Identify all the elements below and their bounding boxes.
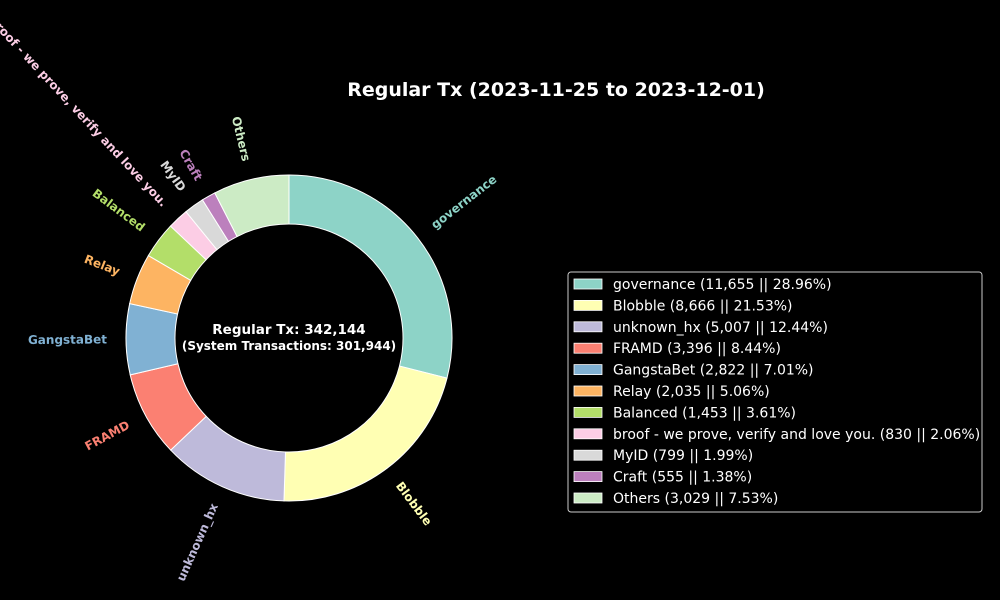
legend-label-myid: MyID (799 || 1.99%) bbox=[613, 448, 753, 464]
slice-blobble bbox=[283, 365, 448, 502]
legend-swatch-broof-we-prove-verify-and-love-you bbox=[573, 428, 603, 440]
legend-label-balanced: Balanced (1,453 || 3.61%) bbox=[613, 405, 796, 421]
slice-label-framd: FRAMD bbox=[83, 418, 132, 453]
legend-label-blobble: Blobble (8,666 || 21.53%) bbox=[613, 298, 793, 314]
legend-label-relay: Relay (2,035 || 5.06%) bbox=[613, 384, 770, 400]
legend-label-governance: governance (11,655 || 28.96%) bbox=[613, 277, 832, 293]
slice-label-balanced: Balanced bbox=[90, 186, 148, 234]
slice-label-unknown-hx: unknown_hx bbox=[174, 501, 222, 584]
legend-swatch-unknown-hx bbox=[573, 321, 603, 333]
slice-others bbox=[214, 174, 290, 238]
slice-gangstabet bbox=[125, 303, 179, 376]
legend-label-others: Others (3,029 || 7.53%) bbox=[613, 491, 778, 507]
legend-swatch-gangstabet bbox=[573, 364, 603, 376]
slice-label-blobble: Blobble bbox=[393, 479, 435, 528]
legend-swatch-myid bbox=[573, 449, 603, 461]
legend-swatch-craft bbox=[573, 471, 603, 483]
legend-swatch-governance bbox=[573, 278, 603, 290]
legend-label-broof-we-prove-verify-and-love-you: broof - we prove, verify and love you. (… bbox=[613, 427, 980, 443]
legend-label-craft: Craft (555 || 1.38%) bbox=[613, 470, 752, 486]
legend-swatch-blobble bbox=[573, 299, 603, 311]
legend: governance (11,655 || 28.96%) Blobble (8,… bbox=[567, 271, 983, 513]
legend-label-framd: FRAMD (3,396 || 8.44%) bbox=[613, 341, 781, 357]
slice-label-governance: governance bbox=[428, 172, 499, 232]
center-total: Regular Tx: 342,144 bbox=[212, 322, 365, 338]
slice-label-broof-we-prove-verify-and-love-you: broof - we prove, verify and love you. bbox=[0, 13, 170, 209]
legend-swatch-framd bbox=[573, 342, 603, 354]
slice-label-relay: Relay bbox=[82, 252, 122, 279]
chart-title: Regular Tx (2023-11-25 to 2023-12-01) bbox=[347, 79, 765, 101]
legend-swatch-relay bbox=[573, 385, 603, 397]
legend-frame bbox=[567, 271, 983, 513]
legend-swatch-others bbox=[573, 492, 603, 504]
legend-label-gangstabet: GangstaBet (2,822 || 7.01%) bbox=[613, 363, 814, 379]
slice-label-others: Others bbox=[229, 115, 253, 163]
slice-label-gangstabet: GangstaBet bbox=[28, 332, 107, 347]
legend-swatch-balanced bbox=[573, 406, 603, 418]
legend-label-unknown-hx: unknown_hx (5,007 || 12.44%) bbox=[613, 320, 828, 336]
donut-slices bbox=[125, 174, 453, 502]
center-subtotal: (System Transactions: 301,944) bbox=[182, 339, 396, 353]
